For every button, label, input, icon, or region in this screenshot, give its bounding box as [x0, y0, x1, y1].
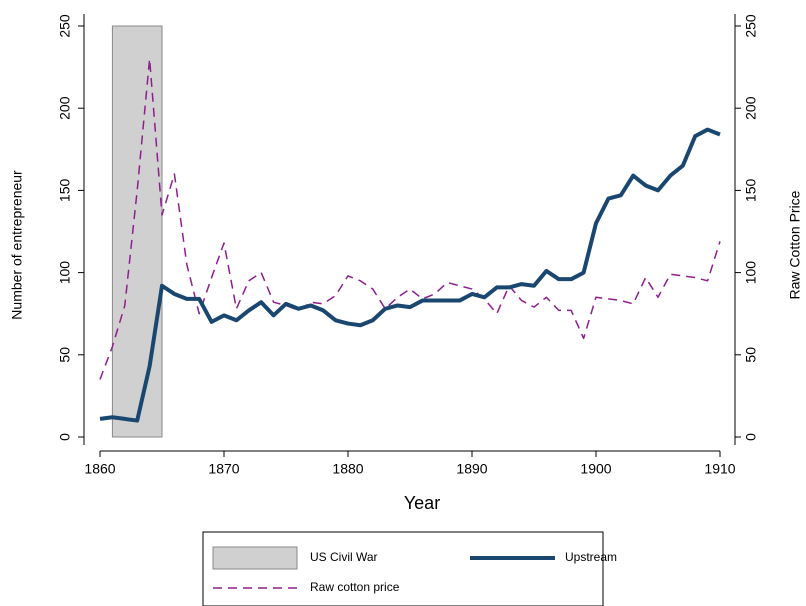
x-tick-label: 1900: [580, 461, 611, 477]
shaded-region: [111, 25, 163, 438]
y-tick-label: 200: [57, 96, 73, 120]
line-series: [99, 127, 721, 423]
y-axis-title: Number of entrepreneur: [9, 170, 25, 320]
x-tick-label: 1870: [208, 461, 239, 477]
x-tick-label: 1890: [456, 461, 487, 477]
y2-tick-label: 0: [743, 433, 759, 441]
y2-axis-title: Raw Cotton Price: [787, 190, 803, 299]
x-tick-label: 1880: [332, 461, 363, 477]
y2-tick-label: 200: [743, 96, 759, 120]
legend-label: Raw cotton price: [310, 580, 400, 594]
x-axis-title: Year: [404, 493, 440, 513]
y-tick-label: 250: [57, 14, 73, 38]
y2-tick-label: 50: [743, 347, 759, 363]
line-series: [99, 58, 721, 380]
x-tick-label: 1910: [704, 461, 735, 477]
legend-key: [212, 546, 298, 570]
y-tick-label: 100: [57, 261, 73, 285]
y2-tick-label: 150: [743, 179, 759, 203]
x-tick-label: 1860: [84, 461, 115, 477]
y-tick-label: 50: [57, 347, 73, 363]
y2-tick-label: 250: [743, 14, 759, 38]
legend-label: Upstream: [565, 550, 617, 564]
y-tick-label: 0: [57, 433, 73, 441]
y2-tick-label: 100: [743, 261, 759, 285]
legend-label: US Civil War: [310, 550, 378, 564]
y-tick-label: 150: [57, 179, 73, 203]
